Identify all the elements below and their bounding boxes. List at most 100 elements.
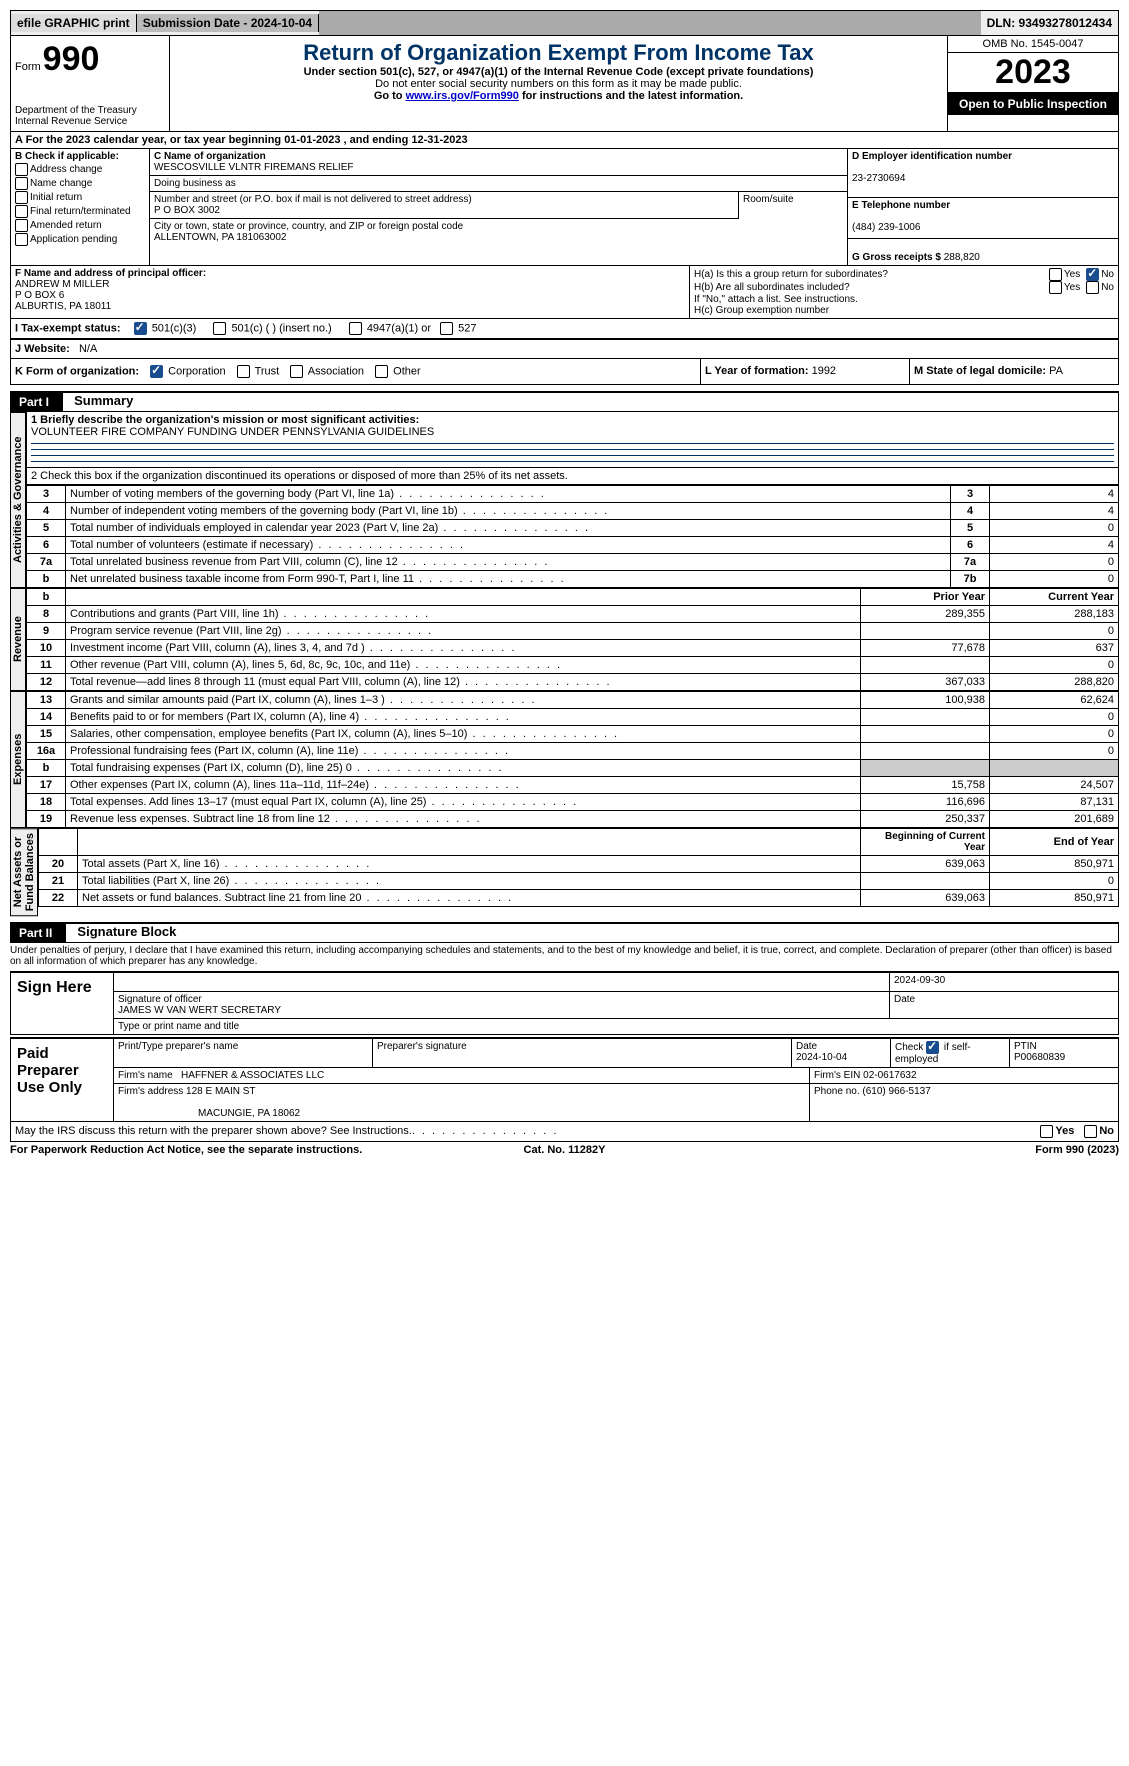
chk-discuss-no[interactable] [1084, 1125, 1097, 1138]
info-grid: B Check if applicable: Address change Na… [10, 149, 1119, 266]
chk-ha-yes[interactable] [1049, 268, 1062, 281]
chk-corp[interactable] [150, 365, 163, 378]
label-expenses: Expenses [10, 691, 26, 828]
department-label: Department of the Treasury Internal Reve… [15, 105, 165, 127]
gross-receipts: 288,820 [944, 252, 980, 263]
chk-501c[interactable] [213, 322, 226, 335]
tax-year: 2023 [948, 53, 1118, 93]
line-2: 2 Check this box if the organization dis… [26, 468, 1119, 485]
chk-ha-no[interactable] [1086, 268, 1099, 281]
discuss-row: May the IRS discuss this return with the… [10, 1122, 1119, 1142]
chk-4947[interactable] [349, 322, 362, 335]
table-row: 18Total expenses. Add lines 13–17 (must … [27, 794, 1119, 811]
table-row: 16aProfessional fundraising fees (Part I… [27, 743, 1119, 760]
ptin-value: P00680839 [1014, 1052, 1065, 1063]
paid-preparer-block: Paid Preparer Use Only Print/Type prepar… [10, 1037, 1119, 1122]
firm-phone: (610) 966-5137 [862, 1086, 930, 1097]
paid-preparer-label: Paid Preparer Use Only [11, 1039, 114, 1121]
chk-app-pending[interactable] [15, 233, 28, 246]
table-row: 10Investment income (Part VIII, column (… [27, 640, 1119, 657]
part-1-header: Part I Summary [10, 391, 1119, 412]
org-name: WESCOSVILLE VLNTR FIREMANS RELIEF [154, 162, 354, 173]
table-row: bNet unrelated business taxable income f… [27, 571, 1119, 588]
table-row: 9Program service revenue (Part VIII, lin… [27, 623, 1119, 640]
chk-discuss-yes[interactable] [1040, 1125, 1053, 1138]
sign-here-label: Sign Here [11, 973, 114, 1034]
submission-date: Submission Date - 2024-10-04 [136, 14, 319, 32]
chk-501c3[interactable] [134, 322, 147, 335]
box-f: F Name and address of principal officer:… [11, 266, 690, 318]
label-revenue: Revenue [10, 588, 26, 691]
row-a-tax-year: A For the 2023 calendar year, or tax yea… [10, 132, 1119, 149]
footer-form: Form 990 (2023) [1035, 1144, 1119, 1156]
box-c-name: C Name of organization WESCOSVILLE VLNTR… [150, 149, 847, 176]
subtitle-1: Under section 501(c), 527, or 4947(a)(1)… [174, 66, 943, 78]
tax-exempt-status: I Tax-exempt status: 501(c)(3) 501(c) ( … [11, 319, 1118, 339]
mission-block: 1 Briefly describe the organization's mi… [26, 412, 1119, 468]
summary-section: Activities & Governance 1 Briefly descri… [10, 412, 1119, 588]
table-row: 8Contributions and grants (Part VIII, li… [27, 606, 1119, 623]
mission-text: VOLUNTEER FIRE COMPANY FUNDING UNDER PEN… [31, 426, 434, 438]
public-inspection-label: Open to Public Inspection [948, 93, 1118, 115]
perjury-statement: Under penalties of perjury, I declare th… [10, 943, 1119, 969]
table-row: 20Total assets (Part X, line 16)639,0638… [39, 856, 1119, 873]
table-row: 22Net assets or fund balances. Subtract … [39, 890, 1119, 907]
part-2-header: Part II Signature Block [10, 922, 1119, 943]
table-row: 5Total number of individuals employed in… [27, 520, 1119, 537]
table-row: 19Revenue less expenses. Subtract line 1… [27, 811, 1119, 828]
box-g: G Gross receipts $ 288,820 [848, 239, 1118, 265]
form-header: Form 990 Department of the Treasury Inte… [10, 36, 1119, 132]
phone-value: (484) 239-1006 [852, 222, 920, 233]
table-row: 13Grants and similar amounts paid (Part … [27, 692, 1119, 709]
box-c-room: Room/suite [739, 192, 847, 219]
row-f-h: F Name and address of principal officer:… [10, 266, 1119, 319]
box-e: E Telephone number (484) 239-1006 [848, 198, 1118, 239]
revenue-table: bPrior YearCurrent Year 8Contributions a… [26, 588, 1119, 691]
box-b: B Check if applicable: Address change Na… [11, 149, 150, 265]
chk-other[interactable] [375, 365, 388, 378]
box-d: D Employer identification number 23-2730… [848, 149, 1118, 198]
chk-name-change[interactable] [15, 177, 28, 190]
chk-amended[interactable] [15, 219, 28, 232]
table-row: 6Total number of volunteers (estimate if… [27, 537, 1119, 554]
form-number: 990 [43, 40, 100, 79]
firm-ein: 02-0617632 [863, 1070, 916, 1081]
chk-hb-yes[interactable] [1049, 281, 1062, 294]
table-row: 17Other expenses (Part IX, column (A), l… [27, 777, 1119, 794]
sign-date: 2024-09-30 [890, 973, 1118, 991]
expenses-table: 13Grants and similar amounts paid (Part … [26, 691, 1119, 828]
chk-address-change[interactable] [15, 163, 28, 176]
form990-link[interactable]: www.irs.gov/Form990 [406, 90, 519, 102]
label-activities-governance: Activities & Governance [10, 412, 26, 588]
label-net-assets: Net Assets or Fund Balances [10, 828, 38, 916]
table-row: 11Other revenue (Part VIII, column (A), … [27, 657, 1119, 674]
footer: For Paperwork Reduction Act Notice, see … [10, 1144, 1119, 1156]
subtitle-2: Do not enter social security numbers on … [174, 78, 943, 90]
chk-self-employed[interactable] [926, 1041, 939, 1054]
footer-cat: Cat. No. 11282Y [524, 1144, 606, 1156]
chk-hb-no[interactable] [1086, 281, 1099, 294]
net-assets-table: Beginning of Current YearEnd of Year 20T… [38, 828, 1119, 907]
box-c-city: City or town, state or province, country… [150, 219, 847, 245]
chk-trust[interactable] [237, 365, 250, 378]
website-row: J Website: N/A [10, 340, 1119, 359]
preparer-date: 2024-10-04 [796, 1052, 847, 1063]
box-c-dba: Doing business as [150, 176, 847, 192]
table-row: 15Salaries, other compensation, employee… [27, 726, 1119, 743]
chk-initial-return[interactable] [15, 191, 28, 204]
chk-final-return[interactable] [15, 205, 28, 218]
table-row: 4Number of independent voting members of… [27, 503, 1119, 520]
chk-assoc[interactable] [290, 365, 303, 378]
footer-left: For Paperwork Reduction Act Notice, see … [10, 1144, 362, 1156]
topbar-spacer [319, 11, 980, 35]
table-row: 7aTotal unrelated business revenue from … [27, 554, 1119, 571]
subtitle-3: Go to www.irs.gov/Form990 for instructio… [174, 90, 943, 102]
governance-table: 3Number of voting members of the governi… [26, 485, 1119, 588]
omb-number: OMB No. 1545-0047 [948, 36, 1118, 53]
table-row: 21Total liabilities (Part X, line 26)0 [39, 873, 1119, 890]
form-title: Return of Organization Exempt From Incom… [174, 40, 943, 66]
ein-value: 23-2730694 [852, 173, 905, 184]
efile-label[interactable]: efile GRAPHIC print [11, 14, 136, 32]
chk-527[interactable] [440, 322, 453, 335]
firm-name: HAFFNER & ASSOCIATES LLC [181, 1070, 324, 1081]
